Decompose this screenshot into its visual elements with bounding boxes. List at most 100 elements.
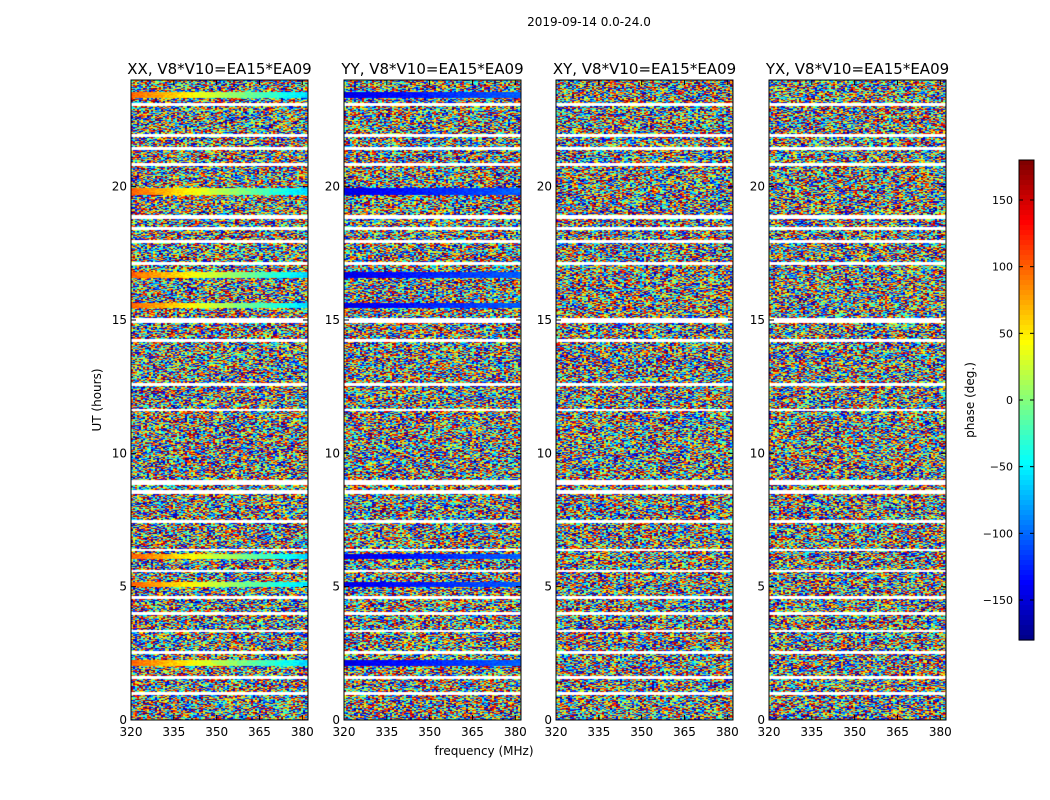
- x-axis-label: frequency (MHz): [434, 744, 533, 758]
- y-tick-label: 15: [112, 313, 127, 327]
- y-tick-label: 20: [325, 180, 340, 194]
- colorbar-swatch: [1019, 510, 1034, 516]
- panel-frame: [343, 79, 522, 721]
- y-tick-label: 0: [757, 713, 765, 727]
- colorbar-swatch: [1019, 585, 1034, 591]
- x-tick-label: 320: [333, 725, 356, 739]
- x-tick-label: 350: [843, 725, 866, 739]
- phase-heatmap-image: [556, 80, 733, 720]
- colorbar-swatch: [1019, 575, 1034, 581]
- colorbar-swatch: [1019, 605, 1034, 611]
- colorbar-swatch: [1019, 270, 1034, 276]
- colorbar-swatch: [1019, 470, 1034, 476]
- colorbar-swatch: [1019, 305, 1034, 311]
- colorbar-swatch: [1019, 550, 1034, 556]
- panel-title: XY, V8*V10=EA15*EA09: [553, 60, 736, 78]
- x-tick-label: 335: [587, 725, 610, 739]
- colorbar-swatch: [1019, 385, 1034, 391]
- colorbar-swatch: [1019, 415, 1034, 421]
- y-tick-label: 20: [750, 180, 765, 194]
- colorbar-swatch: [1019, 240, 1034, 246]
- x-tick-label: 320: [120, 725, 143, 739]
- colorbar-swatch: [1019, 435, 1034, 441]
- x-tick-label: 350: [205, 725, 228, 739]
- colorbar-tick-label: −50: [990, 461, 1013, 474]
- y-tick-label: 10: [325, 446, 340, 460]
- colorbar-swatch: [1019, 260, 1034, 266]
- colorbar-swatch: [1019, 580, 1034, 586]
- colorbar-tick-label: 150: [992, 194, 1013, 207]
- colorbar-swatch: [1019, 380, 1034, 386]
- y-axis-label: UT (hours): [90, 368, 104, 431]
- colorbar: 150 100 50 0 −50 −100 −150 phase (deg.): [963, 159, 1035, 641]
- colorbar-swatch: [1019, 625, 1034, 631]
- colorbar-swatch: [1019, 200, 1034, 206]
- colorbar-swatch: [1019, 330, 1034, 336]
- colorbar-swatch: [1019, 595, 1034, 601]
- colorbar-swatch: [1019, 615, 1034, 621]
- panel-xy: XY, V8*V10=EA15*EA09 320 335 350 365 380 0 5 10 1…: [537, 60, 739, 739]
- panel-yy: YY, V8*V10=EA15*EA09 320 335 350 365 380 0 5 10 1…: [325, 60, 527, 739]
- phase-heatmap-image: [131, 80, 308, 720]
- x-tick-label: 380: [291, 725, 314, 739]
- y-tick-label: 10: [537, 446, 552, 460]
- y-tick-label: 0: [544, 713, 552, 727]
- colorbar-swatch: [1019, 400, 1034, 406]
- colorbar-swatch: [1019, 500, 1034, 506]
- colorbar-swatch: [1019, 275, 1034, 281]
- colorbar-swatch: [1019, 590, 1034, 596]
- colorbar-swatch: [1019, 460, 1034, 466]
- colorbar-swatch: [1019, 610, 1034, 616]
- y-tick-label: 5: [119, 580, 127, 594]
- colorbar-label: phase (deg.): [963, 362, 977, 438]
- colorbar-swatch: [1019, 345, 1034, 351]
- x-tick-label: 380: [504, 725, 527, 739]
- colorbar-swatch: [1019, 205, 1034, 211]
- phase-heatmap-image: [344, 80, 521, 720]
- colorbar-swatch: [1019, 530, 1034, 536]
- x-tick-label: 365: [248, 725, 271, 739]
- x-tick-label: 365: [886, 725, 909, 739]
- colorbar-swatch: [1019, 230, 1034, 236]
- colorbar-swatch: [1019, 225, 1034, 231]
- colorbar-swatch: [1019, 630, 1034, 636]
- colorbar-swatch: [1019, 210, 1034, 216]
- colorbar-swatch: [1019, 370, 1034, 376]
- colorbar-swatch: [1019, 340, 1034, 346]
- colorbar-swatch: [1019, 545, 1034, 551]
- colorbar-tick-label: −100: [983, 527, 1013, 540]
- colorbar-swatch: [1019, 310, 1034, 316]
- panel-xx: XX, V8*V10=EA15*EA09 320 335 350 365 380 0 5 10 1…: [112, 60, 314, 739]
- y-tick-label: 10: [112, 446, 127, 460]
- y-tick-label: 20: [112, 180, 127, 194]
- colorbar-swatch: [1019, 535, 1034, 541]
- x-tick-label: 350: [630, 725, 653, 739]
- colorbar-swatch: [1019, 245, 1034, 251]
- x-tick-label: 320: [758, 725, 781, 739]
- colorbar-swatch: [1019, 195, 1034, 201]
- y-tick-label: 5: [332, 580, 340, 594]
- x-tick-label: 380: [716, 725, 739, 739]
- colorbar-swatch: [1019, 440, 1034, 446]
- x-tick-label: 320: [545, 725, 568, 739]
- colorbar-swatch: [1019, 365, 1034, 371]
- x-tick-label: 350: [418, 725, 441, 739]
- colorbar-swatch: [1019, 635, 1034, 641]
- colorbar-swatch: [1019, 475, 1034, 481]
- colorbar-swatch: [1019, 355, 1034, 361]
- colorbar-swatch: [1019, 325, 1034, 331]
- colorbar-swatch: [1019, 505, 1034, 511]
- y-tick-label: 10: [750, 446, 765, 460]
- colorbar-swatch: [1019, 220, 1034, 226]
- colorbar-swatch: [1019, 405, 1034, 411]
- colorbar-swatch: [1019, 390, 1034, 396]
- y-tick-label: 5: [544, 580, 552, 594]
- panel-frame: [555, 79, 734, 721]
- colorbar-tick-label: −150: [983, 594, 1013, 607]
- y-tick-label: 15: [537, 313, 552, 327]
- colorbar-swatch: [1019, 560, 1034, 566]
- colorbar-swatch: [1019, 515, 1034, 521]
- colorbar-swatch: [1019, 250, 1034, 256]
- x-tick-label: 365: [673, 725, 696, 739]
- colorbar-swatch: [1019, 290, 1034, 296]
